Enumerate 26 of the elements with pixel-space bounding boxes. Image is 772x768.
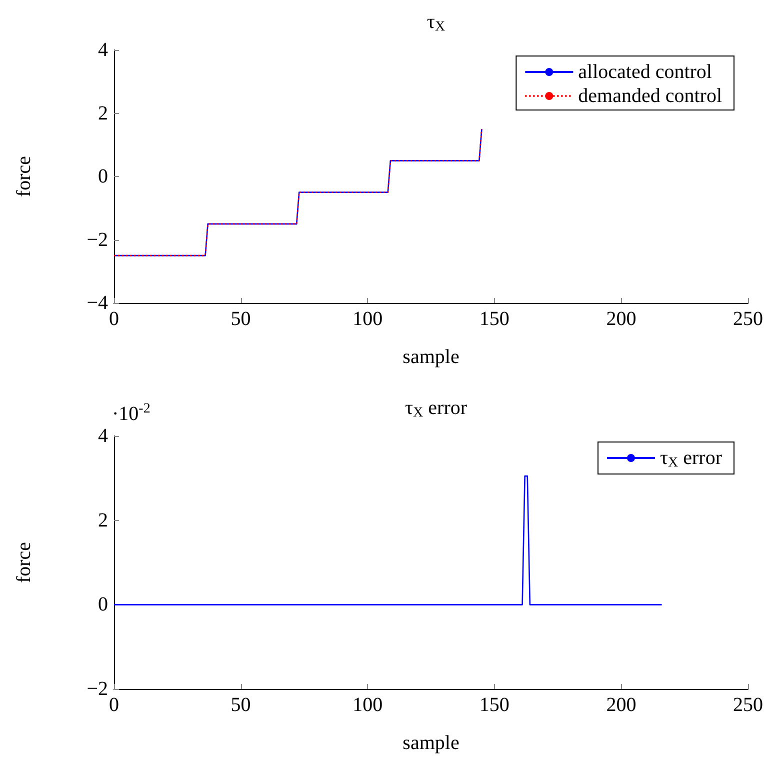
x-tick-label: 250 — [733, 308, 763, 330]
x-axis-title: sample — [402, 346, 460, 368]
legend-label: allocated control — [578, 61, 712, 83]
y-tick-label: −4 — [86, 292, 108, 314]
line-series — [113, 128, 482, 256]
y-tick-label: −2 — [86, 228, 108, 251]
x-tick-label: 150 — [479, 308, 510, 330]
y-tick-label: 0 — [98, 166, 108, 188]
y-axis-title: force — [13, 542, 35, 584]
x-tick-label: 100 — [352, 308, 383, 330]
x-tick-label: 200 — [606, 308, 636, 330]
y-axis-title: force — [13, 156, 35, 198]
y-tick-label: 2 — [98, 102, 108, 124]
y-tick-label: 4 — [98, 39, 108, 61]
x-tick-label: 50 — [230, 694, 251, 716]
x-tick-label: 100 — [352, 694, 383, 716]
y-tick-label: 0 — [98, 594, 108, 616]
y-tick-label: 2 — [98, 509, 108, 532]
y-tick-label: −2 — [86, 678, 108, 700]
x-tick-label: 250 — [733, 694, 763, 716]
x-axis-title: sample — [402, 732, 460, 754]
x-tick-label: 50 — [230, 308, 251, 330]
x-tick-label: 200 — [606, 694, 636, 716]
y-tick-label: 4 — [98, 425, 108, 447]
x-tick-label: 150 — [479, 694, 510, 716]
legend-label: demanded control — [578, 85, 722, 107]
